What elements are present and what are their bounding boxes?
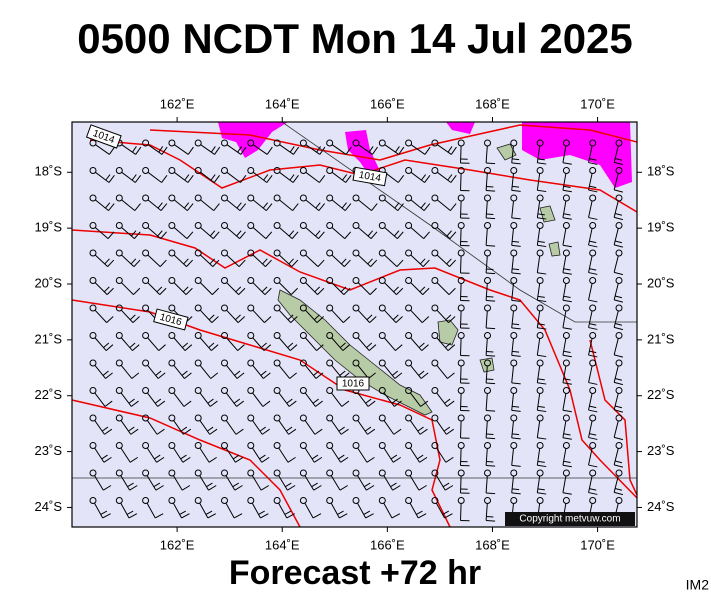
barb-feather (486, 190, 495, 191)
lon-tick-label: 162˚E (160, 537, 195, 552)
lon-tick-label: 162˚E (160, 96, 195, 111)
lon-tick-label: 168˚E (475, 537, 510, 552)
barb-feather (486, 355, 495, 356)
isobar-label: 1016 (342, 379, 365, 390)
lon-tick-label: 164˚E (265, 96, 300, 111)
barb-feather (486, 465, 495, 466)
barb-staff (461, 311, 462, 328)
lat-tick-label: 23˚S (647, 443, 675, 458)
barb-feather (486, 245, 495, 246)
lon-tick-label: 168˚E (475, 96, 510, 111)
lon-tick-label: 164˚E (265, 537, 300, 552)
barb-staff (461, 393, 462, 410)
lat-tick-label: 24˚S (35, 499, 63, 514)
lat-tick-label: 22˚S (647, 387, 675, 402)
barb-staff (461, 228, 462, 245)
barb-feather (486, 438, 495, 439)
barb-feather (486, 328, 495, 329)
barb-staff (461, 366, 462, 383)
lon-tick-label: 166˚E (370, 537, 405, 552)
lat-tick-label: 21˚S (647, 331, 675, 346)
title: 0500 NCDT Mon 14 Jul 2025 (77, 15, 633, 62)
lon-tick-label: 170˚E (580, 96, 615, 111)
barb-staff (461, 201, 462, 218)
barb-feather (486, 218, 495, 219)
barb-feather (486, 163, 495, 164)
lat-tick-label: 20˚S (35, 275, 63, 290)
barb-feather (486, 410, 495, 411)
lat-tick-label: 24˚S (647, 499, 675, 514)
barb-staff (461, 421, 462, 438)
image-code: IM2 (686, 577, 710, 593)
lat-tick-label: 18˚S (35, 164, 63, 179)
barb-staff (461, 448, 462, 465)
barb-feather (486, 300, 495, 301)
barb-feather (486, 383, 495, 384)
lat-tick-label: 19˚S (35, 220, 63, 235)
lat-tick-label: 21˚S (35, 331, 63, 346)
copyright: Copyright metvuw.com (519, 514, 620, 525)
barb-staff (461, 256, 462, 273)
lat-tick-label: 19˚S (647, 220, 675, 235)
barb-feather (486, 520, 495, 521)
caption: Forecast +72 hr (229, 554, 481, 592)
barb-staff (461, 146, 462, 163)
lat-tick-label: 18˚S (647, 164, 675, 179)
barb-staff (461, 338, 462, 355)
barb-staff (461, 476, 462, 493)
barb-staff (461, 283, 462, 300)
lat-tick-label: 20˚S (647, 275, 675, 290)
lat-tick-label: 23˚S (35, 443, 63, 458)
barb-staff (461, 503, 462, 520)
barb-feather (486, 273, 495, 274)
lat-tick-label: 22˚S (35, 387, 63, 402)
lon-tick-label: 170˚E (580, 537, 615, 552)
lon-tick-label: 166˚E (370, 96, 405, 111)
barb-feather (486, 493, 495, 494)
barb-staff (461, 173, 462, 190)
